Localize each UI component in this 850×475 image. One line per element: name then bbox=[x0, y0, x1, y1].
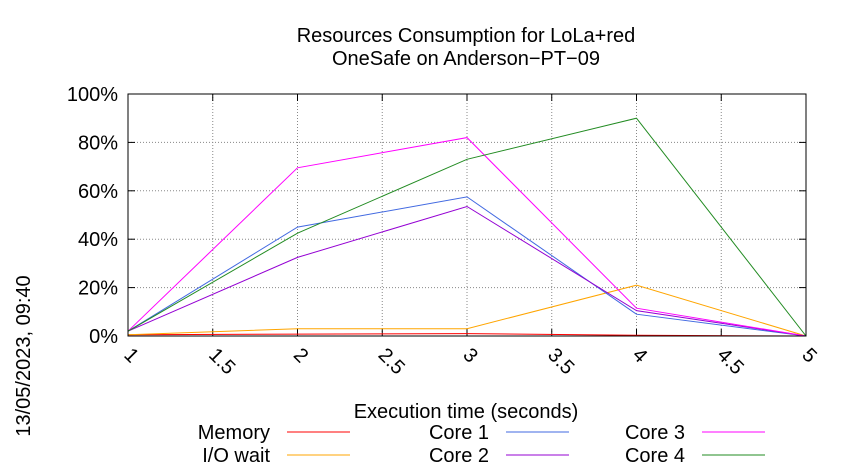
chart-title: Resources Consumption for LoLa+red bbox=[297, 25, 636, 47]
x-tick-label: 4.5 bbox=[713, 344, 748, 379]
x-tick-label: 2.5 bbox=[374, 344, 409, 379]
legend-label-core-4: Core 4 bbox=[625, 445, 685, 467]
y-tick-label: 0% bbox=[89, 326, 118, 348]
y-tick-label: 20% bbox=[78, 278, 118, 300]
series-line-core-4 bbox=[127, 117, 807, 337]
chart-subtitle: OneSafe on Anderson−PT−09 bbox=[332, 48, 600, 70]
y-tick-label: 60% bbox=[78, 181, 118, 203]
x-tick-label: 2 bbox=[289, 344, 312, 367]
x-tick-label: 3.5 bbox=[543, 344, 578, 379]
series-line-i-o-wait bbox=[127, 284, 807, 337]
timestamp-label: 13/05/2023, 09:40 bbox=[13, 275, 35, 436]
grid-lines bbox=[128, 94, 806, 336]
x-tick-label: 5 bbox=[797, 344, 820, 367]
series-line-core-2 bbox=[127, 205, 807, 337]
series-lines bbox=[127, 117, 807, 337]
y-tick-label: 80% bbox=[78, 132, 118, 154]
series-line-core-1 bbox=[127, 196, 807, 337]
legend-label-i-o-wait: I/O wait bbox=[202, 445, 270, 467]
x-tick-label: 4 bbox=[628, 344, 651, 367]
x-tick-label: 3 bbox=[458, 344, 481, 367]
y-axis: 0% 20% 40% 60% 80% 100% bbox=[67, 84, 806, 348]
plot-frame bbox=[127, 93, 807, 337]
series-line-core-3 bbox=[127, 137, 807, 337]
y-tick-label: 100% bbox=[67, 84, 118, 106]
legend-label-memory: Memory bbox=[198, 422, 270, 444]
x-tick-label: 1 bbox=[119, 344, 142, 367]
x-tick-label: 1.5 bbox=[204, 344, 239, 379]
legend-label-core-3: Core 3 bbox=[625, 422, 685, 444]
x-axis-label: Execution time (seconds) bbox=[354, 401, 579, 423]
legend-label-core-1: Core 1 bbox=[429, 422, 489, 444]
legend-label-core-2: Core 2 bbox=[429, 445, 489, 467]
y-tick-label: 40% bbox=[78, 229, 118, 251]
